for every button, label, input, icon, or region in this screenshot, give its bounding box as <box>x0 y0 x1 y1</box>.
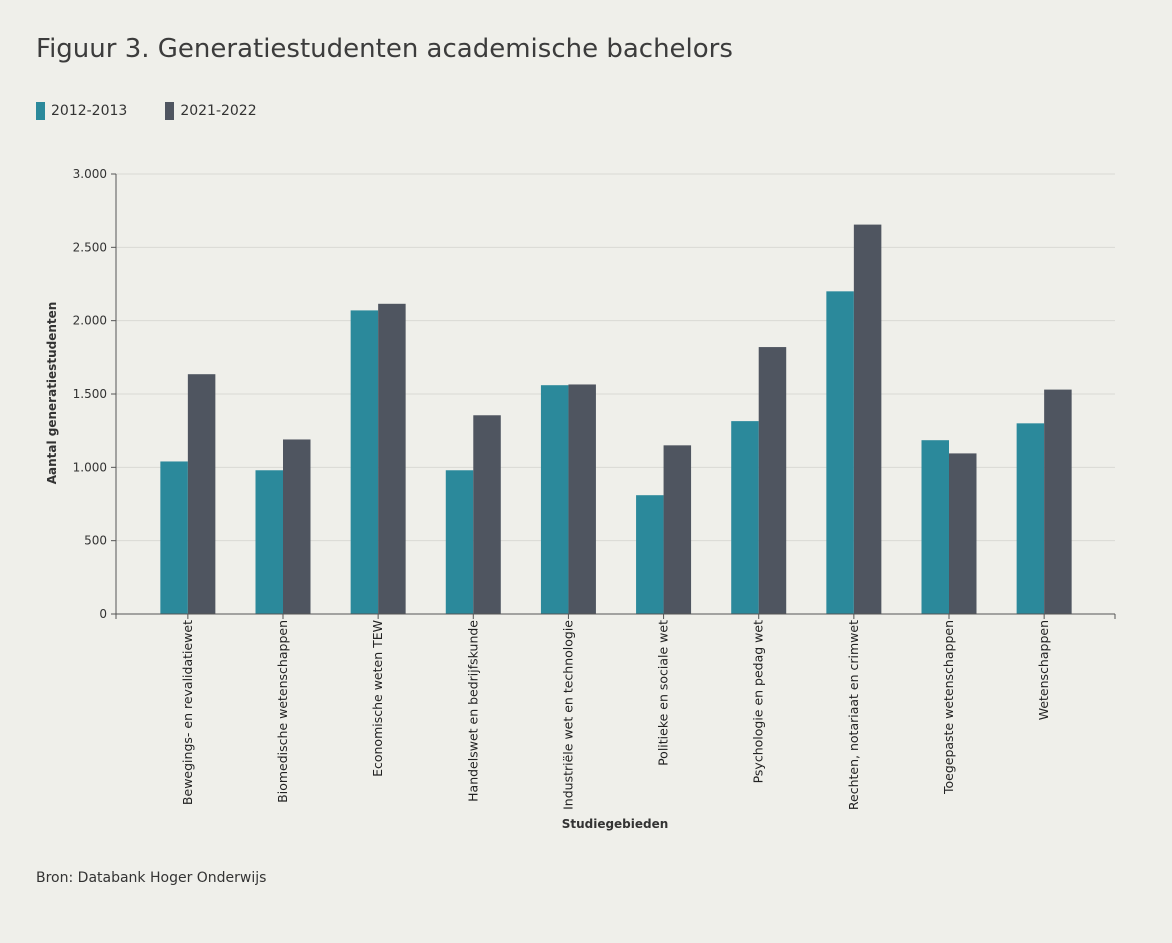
bar-2021 <box>378 303 406 614</box>
x-tick-label: Economische weten TEW <box>370 620 385 777</box>
bar-2012 <box>540 385 569 614</box>
y-tick-label: 2.000 <box>73 314 107 328</box>
x-tick-label: Bewegings- en revalidatiewet <box>180 620 195 805</box>
bar-2012 <box>826 291 854 614</box>
bar-2021 <box>187 374 216 614</box>
legend-swatch-2012 <box>36 102 45 120</box>
legend-item-2021: 2021-2022 <box>165 102 257 120</box>
bar-2012 <box>160 461 188 614</box>
x-tick-label: Politieke en sociale wet <box>656 620 671 766</box>
legend: 2012-2013 2021-2022 <box>36 102 295 120</box>
bar-2021 <box>949 453 977 614</box>
bar-2021 <box>568 384 596 614</box>
bar-2012 <box>445 470 474 614</box>
bar-chart: 0 500 1.000 1.500 2.000 2.500 3.000 Bewegings- … <box>45 167 1116 831</box>
chart-title: Figuur 3. Generatiestudenten academische… <box>36 34 733 64</box>
x-tick-label: Biomedische wetenschappen <box>275 620 290 803</box>
bar-2021 <box>473 415 501 614</box>
bar-2012 <box>921 440 949 614</box>
bar-2012 <box>731 421 759 614</box>
x-tick-label: Industriële wet en technologie <box>560 620 575 810</box>
x-tick-label: Wetenschappen <box>1036 620 1051 720</box>
x-axis-title: Studiegebieden <box>562 817 669 831</box>
bar-2021 <box>283 439 311 614</box>
bar-2012 <box>255 470 283 614</box>
x-tick-label: Toegepaste wetenschappen <box>941 620 956 795</box>
y-tick-label: 3.000 <box>73 167 107 181</box>
bar-2021 <box>853 224 882 614</box>
y-tick-label: 2.500 <box>73 240 107 254</box>
bar-2012 <box>1016 423 1045 614</box>
x-tick-label: Psychologie en pedag wet <box>751 620 766 783</box>
x-tick-label: Handelswet en bedrijfskunde <box>465 620 480 802</box>
y-tick-label: 500 <box>84 534 107 548</box>
bar-2021 <box>663 445 692 614</box>
bar-2021 <box>758 347 787 614</box>
bar-2012 <box>350 310 379 614</box>
bar-2021 <box>1044 389 1072 614</box>
bar-2012 <box>636 495 664 614</box>
y-tick-label: 1.500 <box>73 387 107 401</box>
y-tick-label: 1.000 <box>73 460 107 474</box>
x-tick-label: Rechten, notariaat en crimwet <box>846 620 861 810</box>
y-tick-label: 0 <box>99 607 107 621</box>
legend-swatch-2021 <box>165 102 175 120</box>
source-note: Bron: Databank Hoger Onderwijs <box>36 870 267 886</box>
legend-item-2012: 2012-2013 <box>36 102 127 120</box>
y-axis-title: Aantal generatiestudenten <box>45 302 59 485</box>
legend-label-2012: 2012-2013 <box>51 103 128 119</box>
legend-label-2021: 2021-2022 <box>180 103 257 119</box>
